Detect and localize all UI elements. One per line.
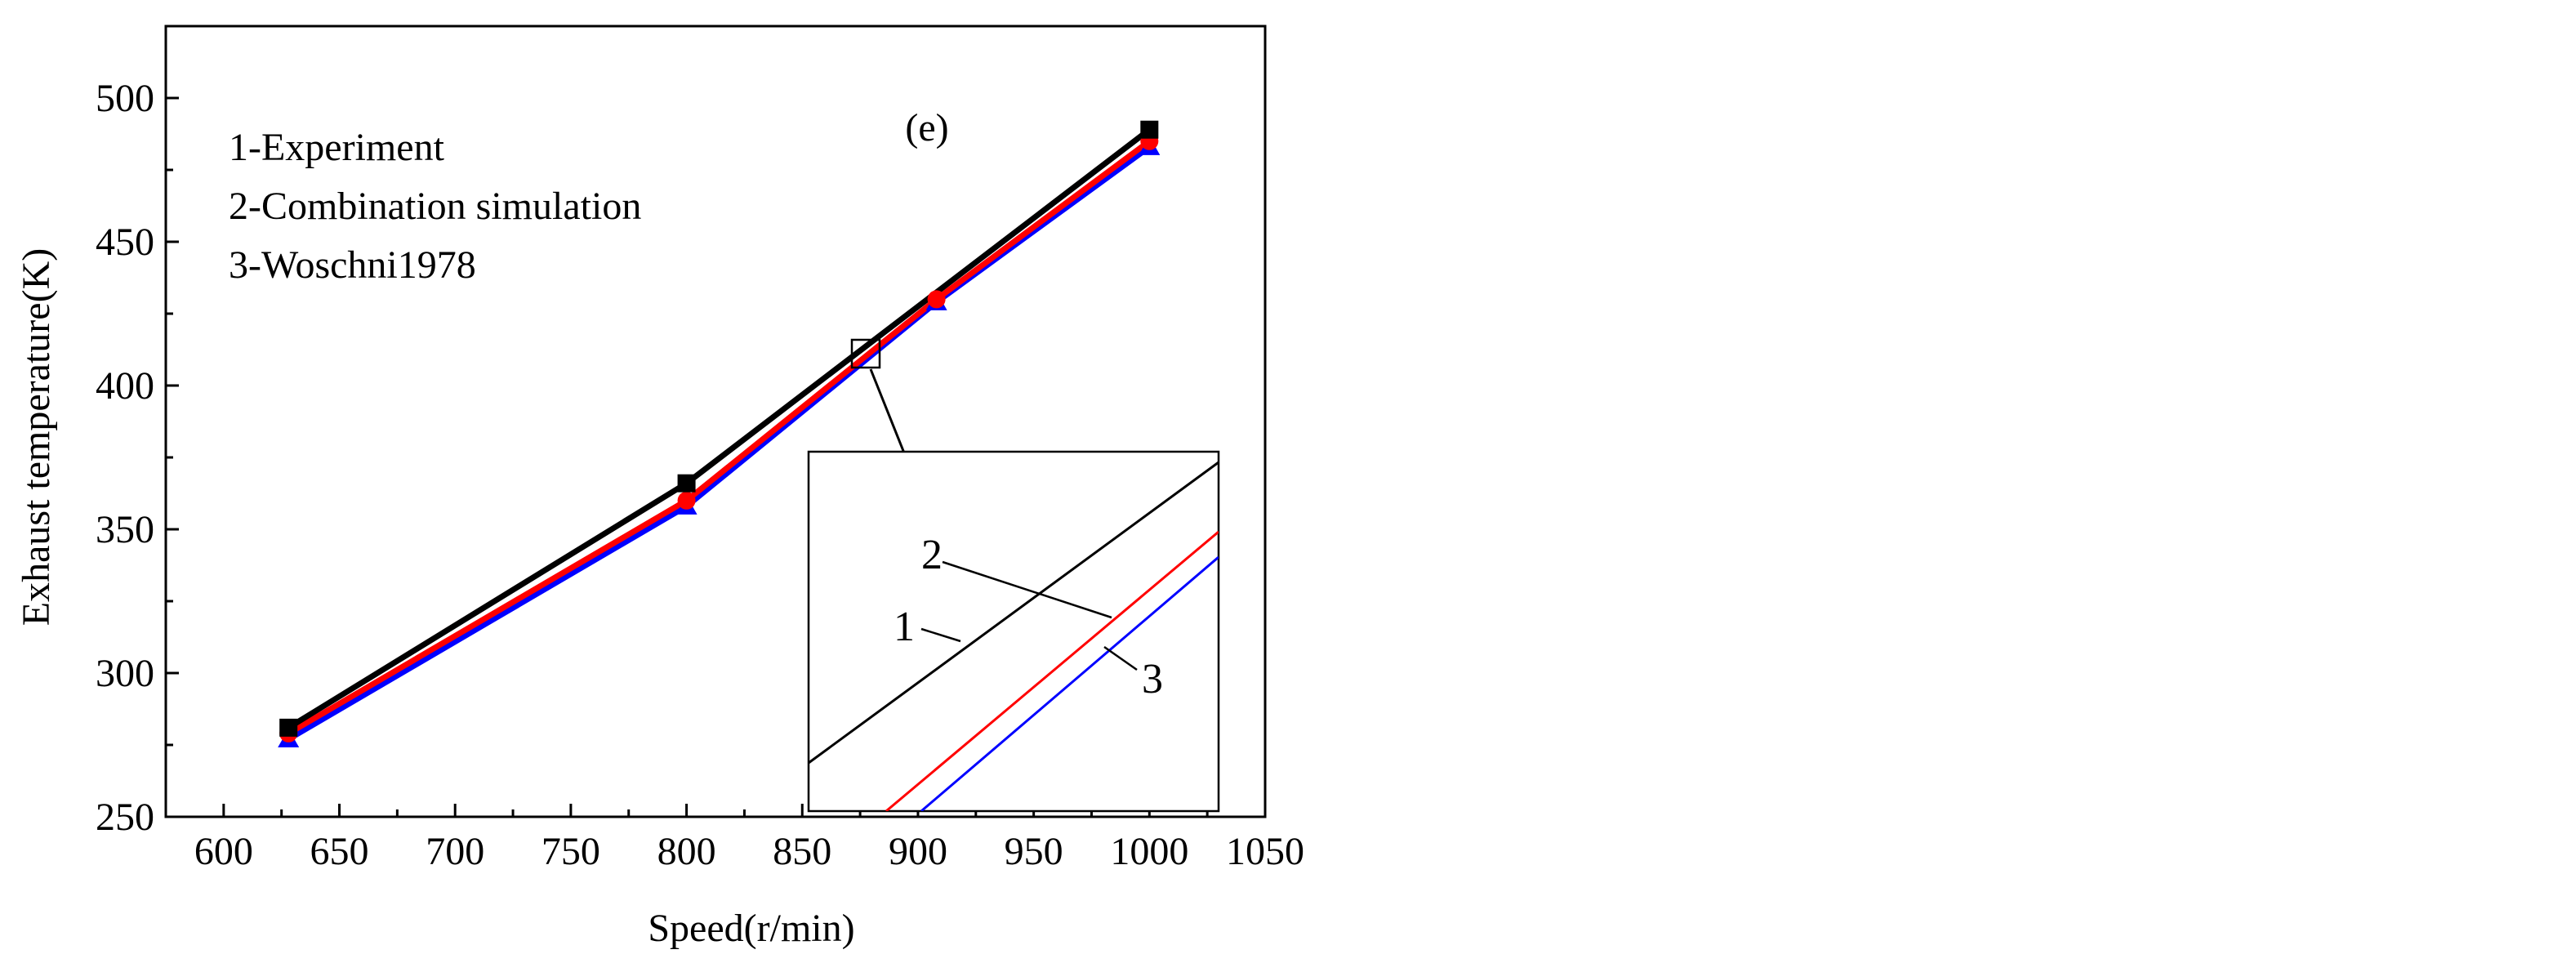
- inset-label-3: 3: [1142, 656, 1163, 702]
- series-layer: [278, 120, 1161, 747]
- plot-frame: [164, 25, 1267, 818]
- y-tick-label: 250: [96, 796, 154, 839]
- series-line-3: [287, 145, 1152, 742]
- x-tick-label: 700: [426, 830, 484, 873]
- series-point-2: [927, 290, 946, 309]
- x-tick-label: 1050: [1226, 830, 1304, 873]
- x-tick-label: 750: [541, 830, 600, 873]
- series-point-2: [677, 491, 696, 510]
- inset-line-2: [885, 530, 1219, 811]
- x-tick-label: 800: [657, 830, 716, 873]
- inset-line-1: [809, 461, 1219, 765]
- x-tick-label: 950: [1005, 830, 1063, 873]
- x-tick-label: 1000: [1110, 830, 1188, 873]
- y-tick-label: 300: [96, 652, 154, 695]
- inset-label-2: 2: [921, 532, 943, 578]
- series-point-1: [677, 474, 696, 493]
- x-axis-label: Speed(r/min): [648, 907, 854, 950]
- y-axis: 250 300 350 400 450 500: [96, 77, 179, 839]
- panel-label: (e): [905, 106, 948, 149]
- x-axis: 600 650 700 750 800 850 900 950 1000 1050: [194, 804, 1304, 873]
- y-tick-label: 400: [96, 364, 154, 408]
- x-tick-label: 650: [310, 830, 369, 873]
- series-point-1: [279, 718, 298, 737]
- inset-leader-3: [1103, 645, 1138, 671]
- inset-frame: [807, 450, 1220, 813]
- legend-entry-3: 3-Woschni1978: [229, 243, 476, 287]
- legend: 1-Experiment 2-Combination simulation 3-…: [229, 126, 641, 287]
- x-tick-label: 600: [194, 830, 253, 873]
- x-tick-label: 900: [889, 830, 947, 873]
- inset-label-1: 1: [894, 604, 915, 650]
- inset-line-3: [920, 555, 1219, 811]
- y-axis-label: Exhaust temperature(K): [15, 248, 58, 626]
- y-tick-label: 500: [96, 77, 154, 120]
- inset-leader-2: [942, 560, 1112, 619]
- x-tick-label: 850: [773, 830, 831, 873]
- series-line-2: [287, 138, 1152, 736]
- inset: 1 2 3: [807, 450, 1220, 813]
- series-point-1: [1140, 120, 1159, 139]
- y-tick-label: 350: [96, 508, 154, 551]
- legend-entry-1: 1-Experiment: [229, 126, 445, 169]
- zoom-box: [850, 338, 881, 369]
- inset-leader-1: [920, 627, 961, 643]
- legend-entry-2: 2-Combination simulation: [229, 185, 641, 228]
- y-tick-label: 450: [96, 221, 154, 264]
